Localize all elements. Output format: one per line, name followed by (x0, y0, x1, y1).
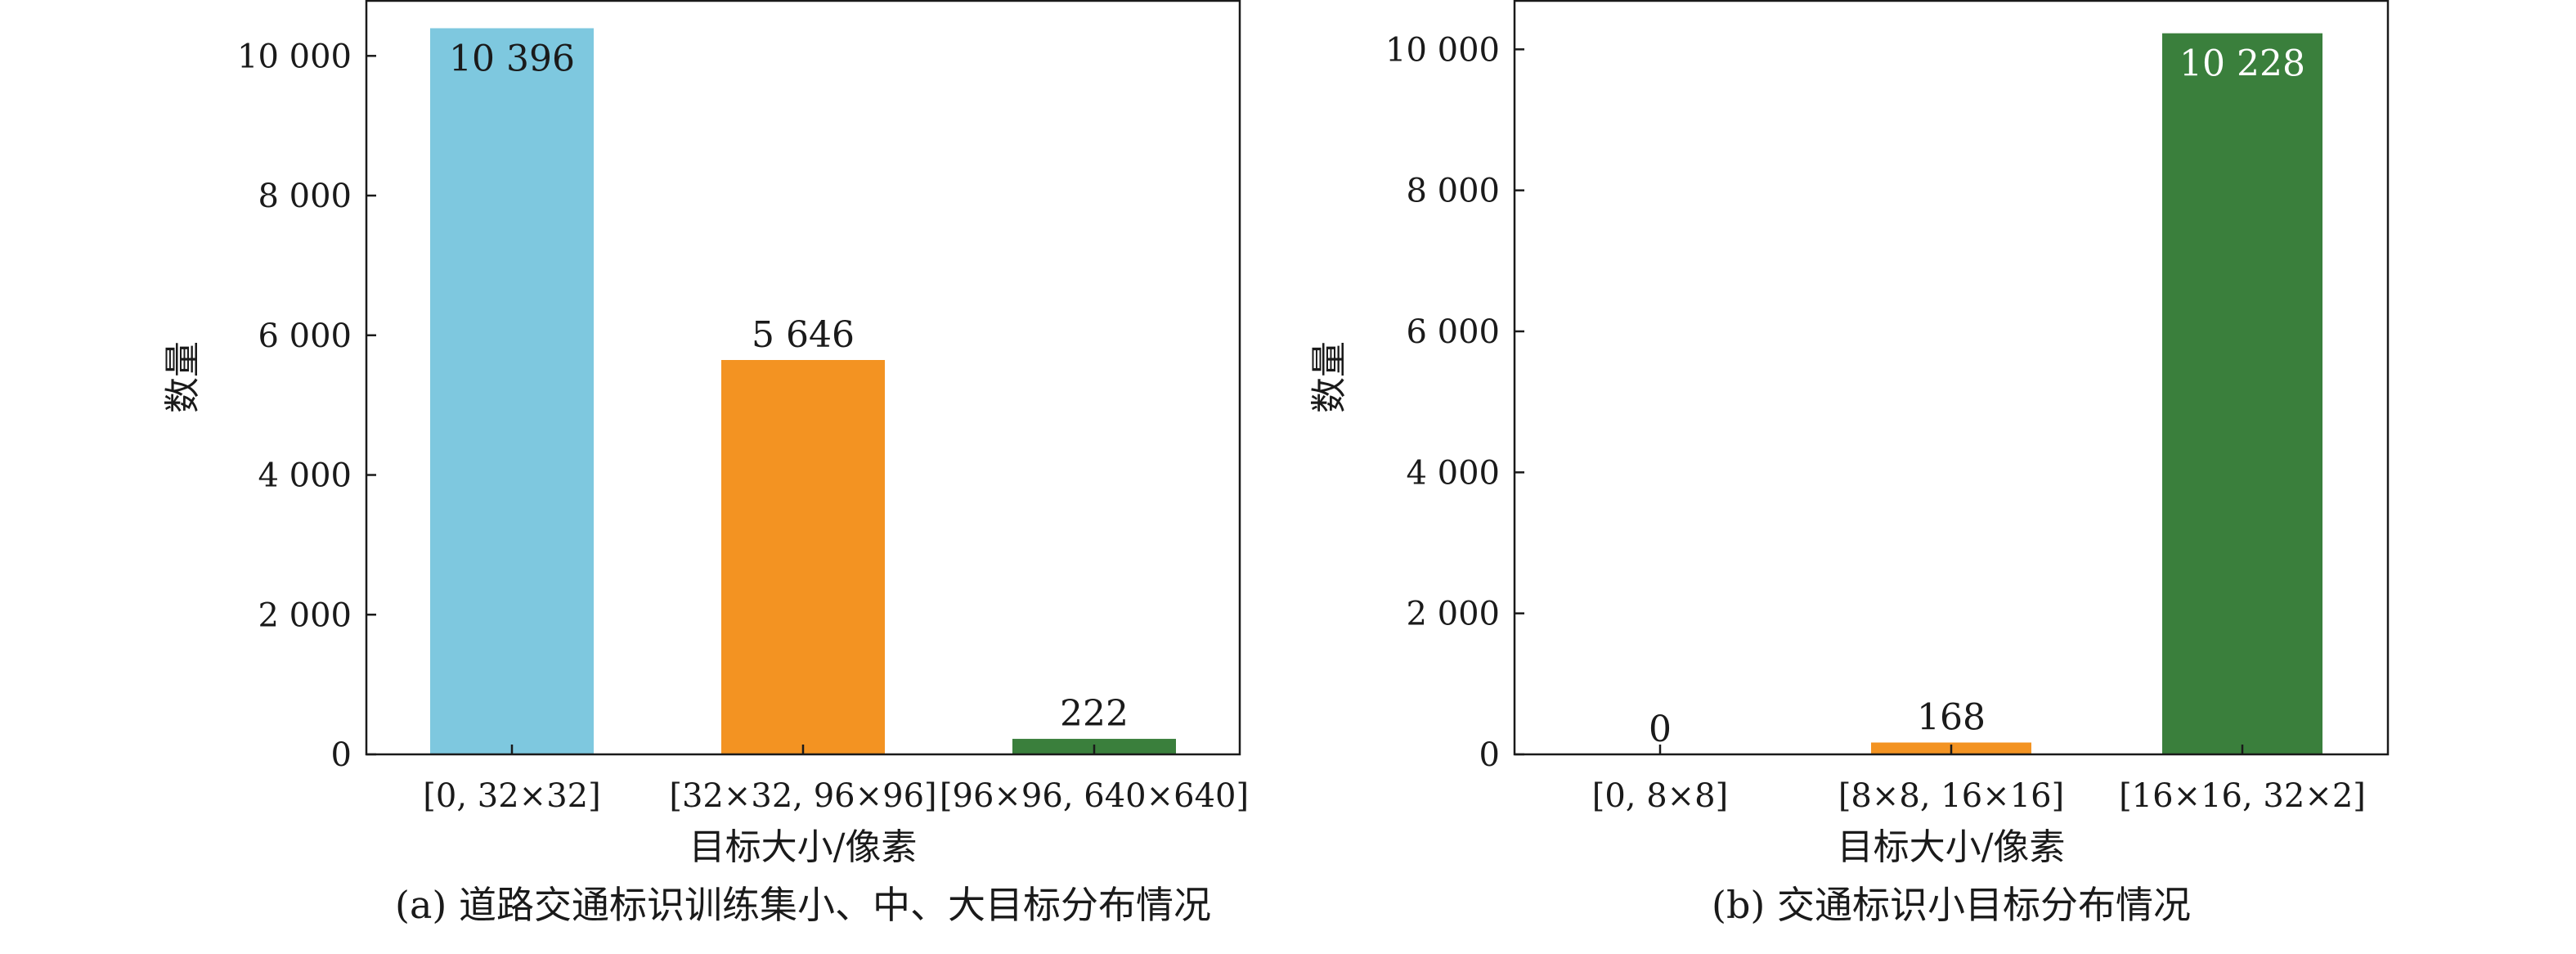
y-tick-label-b-2: 4 000 (1406, 454, 1500, 492)
value-label-b-0: 0 (1649, 709, 1672, 750)
x-axis-label-b: 目标大小/像素 (1838, 826, 2066, 868)
x-tick-label-a-0: [0, 32×32] (423, 777, 600, 815)
bar-a-1 (721, 359, 885, 754)
y-tick-label-b-0: 0 (1479, 736, 1500, 774)
y-tick-label-b-4: 8 000 (1406, 173, 1500, 210)
value-label-a-1: 5 646 (752, 314, 855, 356)
value-label-a-2: 222 (1060, 693, 1129, 735)
value-label-b-1: 168 (1917, 697, 1986, 739)
y-tick-label-a-1: 2 000 (258, 596, 352, 634)
y-tick-label-a-5: 10 000 (237, 38, 352, 75)
x-tick-label-b-1: [8×8, 16×16] (1838, 777, 2064, 815)
x-tick-label-a-2: [96×96, 640×640] (940, 777, 1249, 815)
x-tick-label-a-1: [32×32, 96×96] (669, 777, 936, 815)
y-axis-label-a: 数量 (162, 341, 204, 413)
x-tick-label-b-0: [0, 8×8] (1592, 777, 1729, 815)
x-axis-label-a: 目标大小/像素 (689, 826, 918, 868)
value-label-a-0: 10 396 (449, 38, 575, 79)
bar-b-2 (2162, 33, 2322, 755)
y-tick-label-b-5: 10 000 (1385, 31, 1500, 69)
y-tick-label-a-2: 4 000 (258, 457, 352, 495)
y-axis-label-b: 数量 (1308, 341, 1350, 413)
y-tick-label-b-3: 6 000 (1406, 313, 1500, 351)
y-tick-label-a-3: 6 000 (258, 317, 352, 355)
value-label-b-2: 10 228 (2179, 43, 2305, 85)
caption-b: (b) 交通标识小目标分布情况 (1712, 883, 2191, 927)
y-tick-label-a-4: 8 000 (258, 178, 352, 215)
x-tick-label-b-2: [16×16, 32×2] (2119, 777, 2366, 815)
bar-a-0 (430, 28, 594, 755)
y-tick-label-b-1: 2 000 (1406, 596, 1500, 633)
caption-a: (a) 道路交通标识训练集小、中、大目标分布情况 (395, 883, 1211, 927)
y-tick-label-a-0: 0 (331, 736, 352, 774)
